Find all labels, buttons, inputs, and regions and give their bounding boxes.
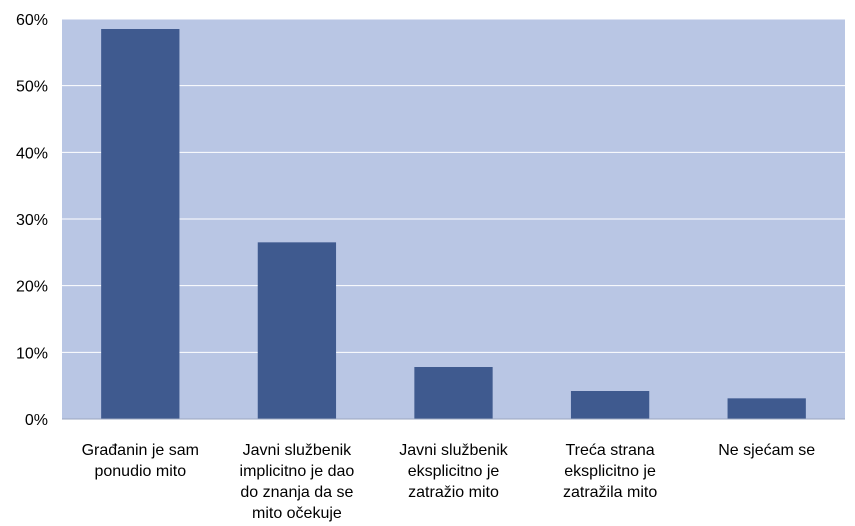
x-category-label-line: Javni službenik — [243, 442, 353, 459]
x-category-label: Javni službenik implicitno je dao do znanj… — [240, 442, 355, 522]
gridlines — [62, 18, 845, 353]
y-tick-label: 10% — [16, 345, 48, 362]
x-axis-categories: Građanin je sam ponudio mito Javni služben… — [82, 442, 816, 522]
x-category-label: Građanin je sam ponudio mito — [82, 442, 199, 480]
y-tick-label: 0% — [25, 412, 48, 429]
bar — [257, 242, 337, 419]
bars — [101, 29, 806, 419]
bar — [101, 29, 180, 419]
x-category-label-line: mito očekuje — [252, 505, 342, 522]
bar — [414, 367, 493, 419]
x-category-label-line: eksplicitno je — [564, 463, 656, 480]
y-axis-ticks: 0% 10% 20% 30% 40% 50% 60% — [16, 12, 48, 429]
x-category-label-line: zatražio mito — [408, 484, 499, 501]
x-category-label-line: Javni službenik — [399, 442, 509, 459]
x-category-label-line: do znanja da se — [240, 484, 353, 501]
y-tick-label: 20% — [16, 279, 48, 296]
x-category-label-line: zatražila mito — [563, 484, 657, 501]
bar — [570, 391, 650, 419]
x-category-label: Treća strana eksplicitno je zatražila mito — [563, 442, 657, 501]
y-tick-label: 40% — [16, 145, 48, 162]
x-category-label-line: implicitno je dao — [240, 463, 355, 480]
x-category-label-line: ponudio mito — [94, 463, 186, 480]
y-tick-label: 60% — [16, 12, 48, 29]
x-category-label-line: Građanin je sam — [82, 442, 199, 459]
x-category-label: Javni službenik eksplicitno je zatražio mi… — [399, 442, 509, 501]
x-category-label-line: Treća strana — [565, 442, 654, 459]
x-category-label-line: eksplicitno je — [408, 463, 500, 480]
y-tick-label: 30% — [16, 212, 48, 229]
bar — [727, 398, 806, 419]
y-tick-label: 50% — [16, 79, 48, 96]
x-category-label: Ne sjećam se — [718, 442, 815, 459]
x-category-label-line: Ne sjećam se — [718, 442, 815, 459]
